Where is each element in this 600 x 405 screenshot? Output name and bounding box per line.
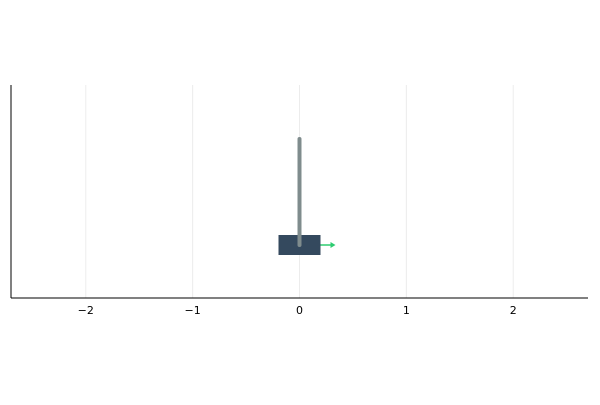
x-tick-label: 2 xyxy=(510,304,517,317)
x-tick-label: 1 xyxy=(403,304,410,317)
x-tick-label: −2 xyxy=(78,304,94,317)
x-tick-label: −1 xyxy=(185,304,201,317)
force-arrow-head xyxy=(330,242,336,248)
x-tick-labels: −2 −1 0 1 2 xyxy=(78,304,517,317)
x-tick-label: 0 xyxy=(296,304,303,317)
